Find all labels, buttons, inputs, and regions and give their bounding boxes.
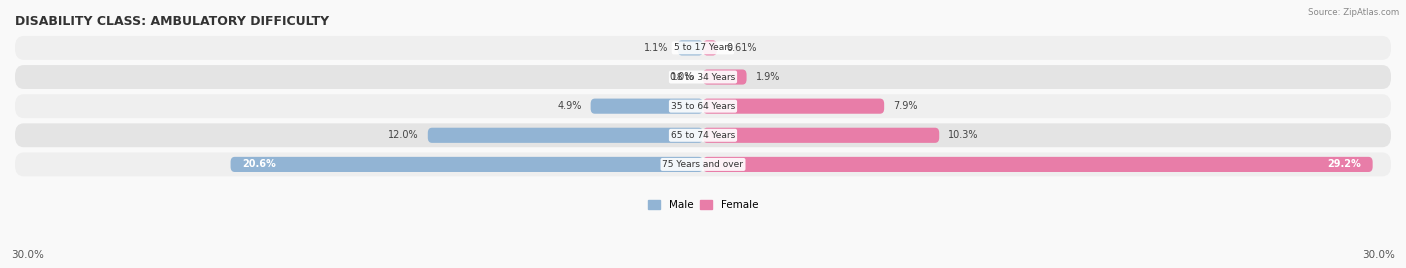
FancyBboxPatch shape (15, 94, 1391, 118)
Text: 18 to 34 Years: 18 to 34 Years (671, 73, 735, 81)
Text: 0.0%: 0.0% (669, 72, 693, 82)
Text: 10.3%: 10.3% (949, 130, 979, 140)
FancyBboxPatch shape (703, 99, 884, 114)
FancyBboxPatch shape (15, 152, 1391, 176)
Legend: Male, Female: Male, Female (644, 196, 762, 215)
FancyBboxPatch shape (231, 157, 703, 172)
Text: 1.1%: 1.1% (644, 43, 669, 53)
Text: 75 Years and over: 75 Years and over (662, 160, 744, 169)
Text: 12.0%: 12.0% (388, 130, 419, 140)
Text: 20.6%: 20.6% (242, 159, 276, 169)
FancyBboxPatch shape (15, 36, 1391, 60)
FancyBboxPatch shape (703, 69, 747, 85)
Text: 0.61%: 0.61% (725, 43, 756, 53)
FancyBboxPatch shape (15, 123, 1391, 147)
Text: 29.2%: 29.2% (1327, 159, 1361, 169)
FancyBboxPatch shape (703, 40, 717, 55)
FancyBboxPatch shape (15, 65, 1391, 89)
Text: 7.9%: 7.9% (893, 101, 918, 111)
FancyBboxPatch shape (427, 128, 703, 143)
Text: 1.9%: 1.9% (756, 72, 780, 82)
FancyBboxPatch shape (703, 128, 939, 143)
Text: 65 to 74 Years: 65 to 74 Years (671, 131, 735, 140)
FancyBboxPatch shape (678, 40, 703, 55)
Text: Source: ZipAtlas.com: Source: ZipAtlas.com (1308, 8, 1399, 17)
Text: 35 to 64 Years: 35 to 64 Years (671, 102, 735, 111)
Text: 5 to 17 Years: 5 to 17 Years (673, 43, 733, 53)
Text: 30.0%: 30.0% (11, 250, 44, 260)
FancyBboxPatch shape (703, 157, 1372, 172)
Text: DISABILITY CLASS: AMBULATORY DIFFICULTY: DISABILITY CLASS: AMBULATORY DIFFICULTY (15, 15, 329, 28)
Text: 30.0%: 30.0% (1362, 250, 1395, 260)
FancyBboxPatch shape (591, 99, 703, 114)
Text: 4.9%: 4.9% (557, 101, 582, 111)
